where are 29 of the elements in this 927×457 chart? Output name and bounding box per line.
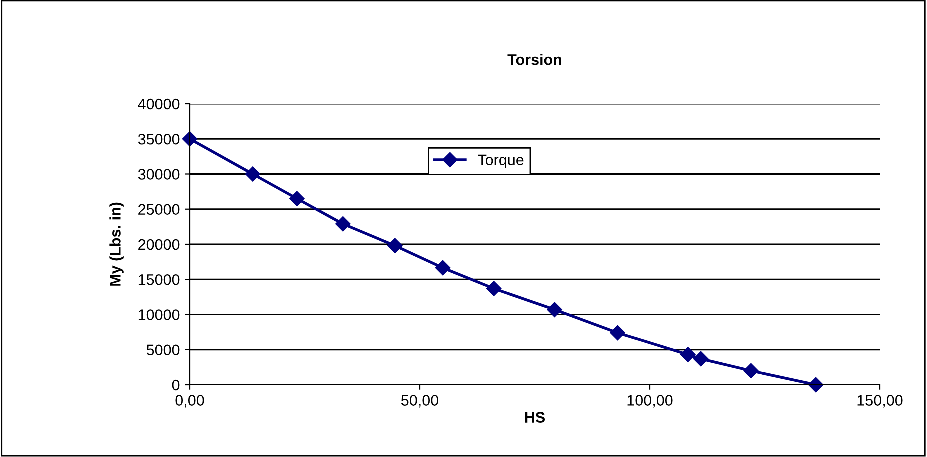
point	[547, 302, 562, 318]
point	[245, 166, 261, 182]
x-tick-label: 50,00	[401, 395, 439, 408]
y-tick-label: 40000	[138, 98, 180, 110]
y-tick-label: 10000	[138, 310, 180, 320]
point	[336, 216, 351, 232]
y-tick-label: 35000	[138, 134, 180, 145]
point	[744, 363, 759, 379]
y-tick-label: 30000	[138, 169, 180, 180]
point	[182, 132, 198, 147]
chart-title: Torsion	[508, 54, 562, 66]
point	[290, 191, 305, 206]
y-tick-label: 20000	[138, 239, 180, 250]
point	[388, 238, 403, 254]
x-axis-title: HS	[525, 412, 546, 423]
point	[486, 281, 502, 296]
legend-label: Torque	[478, 154, 524, 169]
x-tick-label: 150,00	[858, 395, 903, 408]
y-tick-label: 15000	[138, 274, 180, 286]
y-tick-label: 5000	[146, 344, 180, 356]
point	[693, 351, 709, 367]
point	[435, 260, 451, 276]
point	[610, 325, 626, 341]
y-tick-label: 0	[172, 380, 180, 391]
y-tick-label: 25000	[138, 204, 180, 216]
y-axis-title: My (Lbs. in)	[110, 202, 124, 286]
x-tick-label: 100,00	[628, 395, 673, 408]
x-tick-label: 0,00	[176, 395, 204, 408]
point	[680, 347, 696, 362]
